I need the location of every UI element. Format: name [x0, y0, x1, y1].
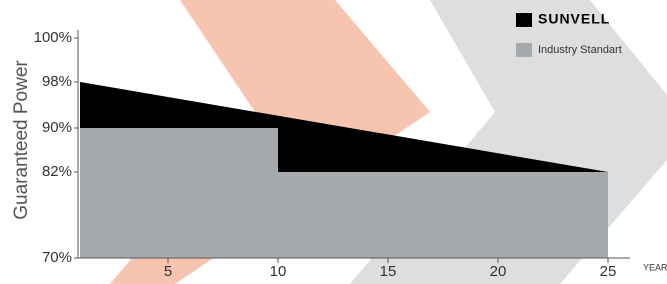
- x-tick-label: 20: [490, 263, 507, 280]
- x-tick-label: 25: [600, 263, 617, 280]
- x-tick-label: 5: [164, 263, 172, 280]
- y-tick-label: 82%: [42, 163, 72, 180]
- y-tick-label: 98%: [42, 73, 72, 90]
- legend-swatch: [516, 43, 532, 57]
- y-axis-label: Guaranteed Power: [11, 60, 32, 220]
- chart: Guaranteed Power YEAR 70% 82% 90% 98% 100% 5 1…: [0, 0, 667, 284]
- x-axis-label: YEAR: [643, 262, 667, 272]
- y-tick-label: 100%: [34, 29, 72, 46]
- legend-label: SUNVELL: [538, 11, 610, 27]
- x-tick-label: 10: [270, 263, 287, 280]
- legend-label: Industry Standart: [538, 44, 622, 56]
- y-tick-label: 90%: [42, 119, 72, 136]
- x-tick-label: 15: [380, 263, 397, 280]
- y-tick-label: 70%: [42, 249, 72, 266]
- legend-swatch: [516, 13, 532, 27]
